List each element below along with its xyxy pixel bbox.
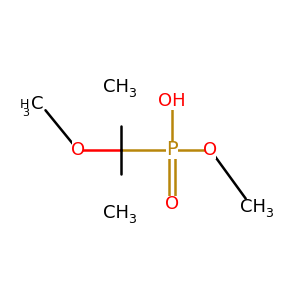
Text: CH: CH [103,204,129,222]
Text: H: H [20,98,29,111]
Text: 3: 3 [128,87,136,100]
Text: 3: 3 [265,207,273,220]
FancyBboxPatch shape [164,93,180,110]
Text: P: P [166,140,178,160]
Text: 3: 3 [22,108,29,118]
FancyBboxPatch shape [205,142,216,158]
Text: C: C [31,95,43,113]
FancyBboxPatch shape [166,141,178,159]
Text: O: O [203,141,218,159]
Text: O: O [71,141,85,159]
FancyBboxPatch shape [167,196,178,213]
FancyBboxPatch shape [72,142,83,158]
Text: 3: 3 [128,213,136,226]
Text: OH: OH [158,92,186,110]
Text: CH: CH [240,198,266,216]
Text: O: O [165,196,179,214]
Text: CH: CH [103,78,129,96]
